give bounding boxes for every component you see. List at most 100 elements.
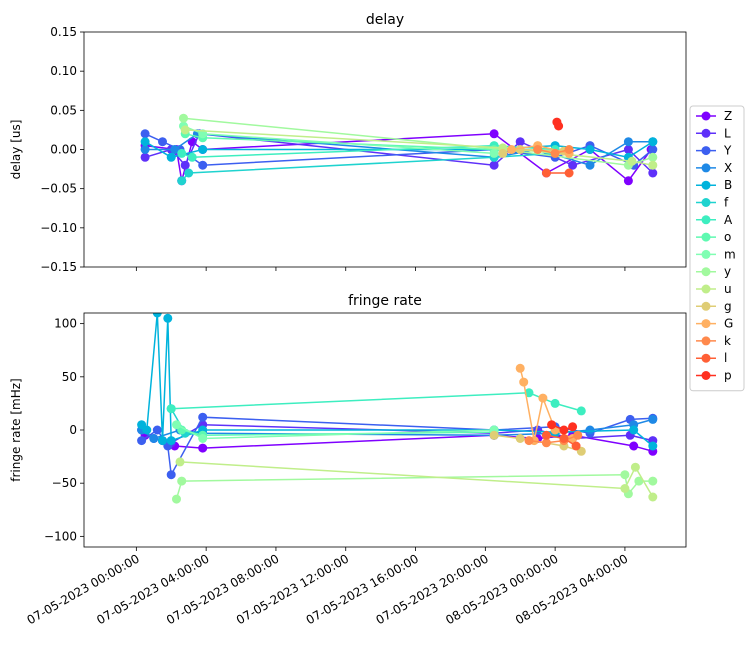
legend-entry-u: u <box>696 282 732 296</box>
legend-marker <box>701 336 711 346</box>
chart-title: delay <box>366 12 404 28</box>
legend-entry-o: o <box>696 230 731 244</box>
data-point <box>515 145 525 154</box>
x-tick-label: 07-05-2023 20:00:00 <box>373 551 490 627</box>
data-point <box>179 113 188 123</box>
data-point <box>627 156 637 166</box>
data-point <box>507 145 516 154</box>
data-point <box>568 160 578 170</box>
data-point <box>576 406 586 416</box>
data-point <box>538 393 548 403</box>
data-point <box>541 430 551 440</box>
legend-entry-X: X <box>696 161 732 175</box>
data-point <box>541 168 551 178</box>
data-point <box>198 443 208 453</box>
series-k <box>533 145 574 158</box>
data-point <box>634 476 644 486</box>
y-tick-label: 0.10 <box>50 64 77 78</box>
data-point <box>550 398 560 408</box>
x-tick-label: 08-05-2023 04:00:00 <box>513 551 630 627</box>
data-point <box>152 425 162 435</box>
series-line <box>175 473 653 500</box>
series-A <box>166 388 586 416</box>
data-point <box>620 484 630 493</box>
data-point <box>533 145 543 154</box>
legend-entry-B: B <box>696 178 732 192</box>
series-group <box>137 313 658 504</box>
data-point <box>629 425 639 435</box>
data-point <box>152 313 162 318</box>
data-point <box>177 176 187 186</box>
y-tick-label: 100 <box>54 317 77 331</box>
data-point <box>559 434 569 443</box>
data-point <box>623 137 633 147</box>
data-point <box>623 145 633 154</box>
data-point <box>515 137 525 147</box>
legend-entry-l: l <box>696 351 727 365</box>
data-point <box>547 420 557 430</box>
data-point <box>498 148 508 158</box>
legend-label: Z <box>724 109 732 123</box>
x-tick-label: 08-05-2023 00:00:00 <box>443 551 560 627</box>
legend-marker <box>701 128 711 138</box>
legend-marker <box>701 215 711 225</box>
data-point <box>166 436 176 446</box>
series-line <box>528 434 579 444</box>
legend-marker <box>701 301 711 311</box>
data-point <box>137 436 147 446</box>
data-point <box>140 145 150 154</box>
x-tick-label: 07-05-2023 12:00:00 <box>234 551 351 627</box>
data-point <box>489 430 499 440</box>
y-tick-label: 0.00 <box>50 143 77 157</box>
data-point <box>648 152 658 162</box>
data-point <box>519 377 529 387</box>
data-point <box>585 425 595 435</box>
y-tick-label: 50 <box>62 370 77 384</box>
data-point <box>515 434 525 443</box>
data-point <box>489 129 499 139</box>
legend-entry-g: g <box>696 299 732 313</box>
x-tick-label: 07-05-2023 00:00:00 <box>24 551 141 627</box>
y-tick-label: −100 <box>44 529 77 543</box>
legend-marker <box>701 284 711 294</box>
data-point <box>571 441 581 451</box>
legend-label: B <box>724 178 732 192</box>
legend-entry-k: k <box>696 334 731 348</box>
data-point <box>177 476 187 486</box>
legend-entry-G: G <box>696 317 733 331</box>
series-u <box>175 457 658 502</box>
data-point <box>198 160 208 170</box>
legend-label: k <box>724 334 731 348</box>
data-point <box>170 145 180 154</box>
legend-marker <box>701 163 711 173</box>
data-point <box>554 121 564 131</box>
data-point <box>648 414 658 424</box>
series-line <box>179 461 654 498</box>
data-point <box>623 176 633 186</box>
data-point <box>648 145 658 154</box>
data-point <box>142 425 152 435</box>
data-point <box>166 404 176 414</box>
data-point <box>515 363 525 373</box>
y-tick-label: −0.15 <box>40 260 77 274</box>
legend-marker <box>701 371 711 380</box>
data-point <box>629 441 639 451</box>
y-tick-label: 0.05 <box>50 103 77 117</box>
legend-label: u <box>724 282 732 296</box>
legend-frame <box>689 105 745 392</box>
series-line <box>171 392 582 412</box>
data-point <box>149 434 159 443</box>
legend-label: y <box>724 265 731 279</box>
legend-label: m <box>724 247 736 261</box>
legend-entry-Y: Y <box>696 144 732 158</box>
legend-marker <box>701 319 711 329</box>
legend-entry-m: m <box>696 247 736 261</box>
data-point <box>564 145 574 154</box>
chart-title: fringe rate <box>348 293 422 309</box>
legend-entry-A: A <box>696 213 733 227</box>
data-point <box>648 441 658 451</box>
data-point <box>541 438 551 448</box>
series-line <box>176 424 495 440</box>
y-tick-label: 0.15 <box>50 25 77 39</box>
